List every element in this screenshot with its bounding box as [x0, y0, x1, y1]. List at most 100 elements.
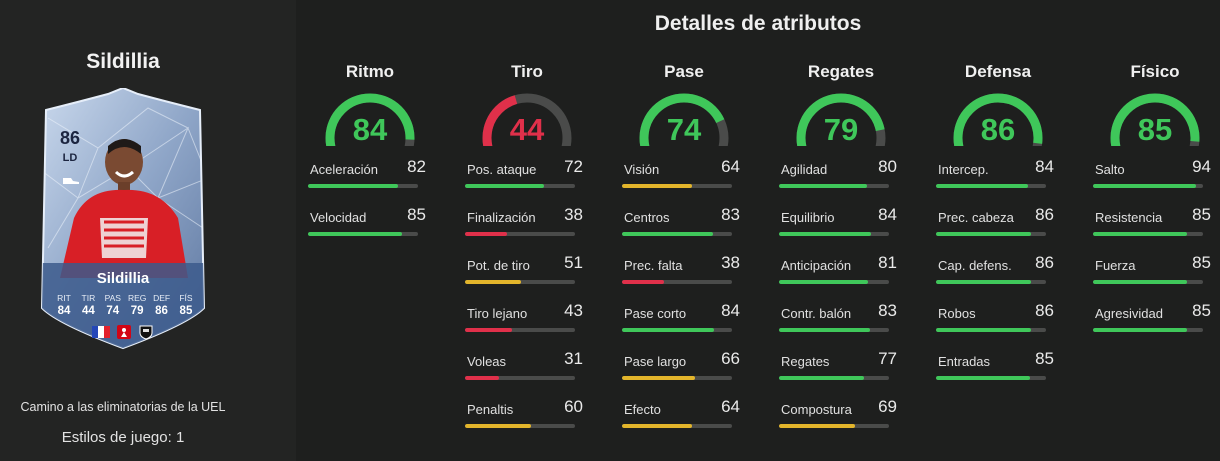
attribute-row: Fuerza 85	[1093, 252, 1217, 300]
attribute-row: Voleas 31	[465, 348, 589, 396]
attribute-row: Pase largo 66	[622, 348, 746, 396]
attribute-value: 38	[721, 253, 740, 272]
attribute-value: 86	[1035, 205, 1054, 224]
attribute-row: Entradas 85	[936, 348, 1060, 396]
attribute-value: 86	[1035, 253, 1054, 272]
attribute-name: Fuerza	[1095, 258, 1136, 273]
attribute-row: Efecto 64	[622, 396, 746, 444]
category-gauge: 79	[793, 90, 889, 147]
card-stat-label: PAS	[104, 293, 121, 303]
preferred-foot-icon	[63, 178, 79, 184]
card-badges	[92, 324, 154, 340]
card-stat-value: 85	[179, 305, 193, 317]
attribute-bar-fill	[936, 184, 1029, 188]
category-title: Tiro	[511, 62, 543, 81]
attribute-bar	[1093, 280, 1203, 284]
attribute-bar-fill	[622, 328, 715, 332]
attribute-list: Agilidad 80 Equilibrio 84 Anticipación 81 Cont…	[779, 156, 903, 444]
category-rating: 85	[1137, 112, 1173, 147]
attribute-row: Resistencia 85	[1093, 204, 1217, 252]
attribute-value: 31	[564, 349, 583, 368]
attribute-value: 43	[564, 301, 583, 320]
attribute-bar	[622, 424, 732, 428]
attribute-bar-fill	[1093, 184, 1197, 188]
card-stat-values: 84 44 74 79 86 85	[52, 305, 198, 317]
attribute-bar	[465, 280, 575, 284]
attribute-value: 64	[721, 397, 740, 416]
nation-flag-icon	[92, 326, 110, 338]
category-4: Defensa 86 Intercep. 84 Prec. cabeza 86 Cap. d…	[936, 62, 1060, 396]
attribute-name: Regates	[781, 354, 830, 369]
category-rating: 74	[666, 112, 702, 147]
attribute-value: 85	[1192, 301, 1211, 320]
attribute-name: Pase corto	[624, 306, 687, 321]
attribute-bar-fill	[779, 376, 864, 380]
attribute-value: 60	[564, 397, 583, 416]
league-logo-icon	[117, 325, 131, 339]
club-crest-icon	[139, 325, 153, 340]
attribute-value: 51	[564, 253, 583, 272]
attribute-bar	[622, 376, 732, 380]
attribute-bar	[465, 424, 575, 428]
playstyles-count[interactable]: Estilos de juego: 1	[61, 429, 185, 446]
attribute-value: 84	[721, 301, 740, 320]
attribute-bar-fill	[308, 184, 399, 188]
attribute-row: Intercep. 84	[936, 156, 1060, 204]
category-title: Ritmo	[345, 62, 395, 81]
attribute-bar	[1093, 184, 1203, 188]
attribute-bar	[308, 184, 418, 188]
attribute-name: Visión	[624, 162, 660, 177]
attribute-row: Agilidad 80	[779, 156, 903, 204]
attribute-bar	[779, 328, 889, 332]
attribute-row: Equilibrio 84	[779, 204, 903, 252]
attribute-row: Finalización 38	[465, 204, 589, 252]
attribute-name: Efecto	[624, 402, 661, 417]
card-position: LD	[62, 152, 78, 164]
attribute-bar-fill	[622, 184, 693, 188]
attribute-bar-fill	[779, 328, 871, 332]
attribute-name: Prec. cabeza	[938, 210, 1014, 225]
attribute-value: 81	[878, 253, 897, 272]
attribute-value: 69	[878, 397, 897, 416]
attribute-bar-fill	[936, 280, 1031, 284]
attribute-name: Voleas	[467, 354, 507, 369]
attribute-bar	[308, 232, 418, 236]
attribute-name: Centros	[624, 210, 670, 225]
attribute-value: 85	[1192, 253, 1211, 272]
player-name: Sildillia	[86, 50, 160, 73]
attribute-name: Prec. falta	[624, 258, 683, 273]
attribute-bar-fill	[465, 328, 513, 332]
attribute-value: 82	[407, 157, 426, 176]
category-gauge: 44	[479, 90, 575, 147]
attribute-row: Penaltis 60	[465, 396, 589, 444]
category-gauge: 86	[950, 90, 1046, 147]
category-rating: 84	[352, 112, 388, 147]
category-title: Regates	[807, 62, 875, 81]
attribute-bar	[779, 184, 889, 188]
attribute-bar	[936, 376, 1046, 380]
player-panel: Sildillia	[0, 0, 296, 461]
attribute-bar	[779, 424, 889, 428]
attribute-name: Compostura	[781, 402, 852, 417]
attribute-bar	[936, 280, 1046, 284]
category-rating: 86	[980, 112, 1016, 147]
attribute-value: 85	[1192, 205, 1211, 224]
attribute-name: Finalización	[467, 210, 536, 225]
attributes-title: Detalles de atributos	[654, 12, 862, 35]
attribute-bar	[1093, 328, 1203, 332]
attribute-row: Regates 77	[779, 348, 903, 396]
attribute-list: Intercep. 84 Prec. cabeza 86 Cap. defens. 86 R…	[936, 156, 1060, 396]
attribute-bar	[465, 328, 575, 332]
attribute-value: 66	[721, 349, 740, 368]
attribute-row: Anticipación 81	[779, 252, 903, 300]
attribute-bar-fill	[622, 232, 714, 236]
player-card[interactable]: 86 LD Sildillia RIT TIR PAS REG DEF FÍS …	[38, 88, 208, 350]
category-rating: 44	[509, 112, 545, 147]
attribute-row: Centros 83	[622, 204, 746, 252]
attribute-row: Robos 86	[936, 300, 1060, 348]
attribute-value: 80	[878, 157, 897, 176]
attribute-row: Salto 94	[1093, 156, 1217, 204]
attribute-bar-fill	[308, 232, 402, 236]
category-gauge: 84	[322, 90, 418, 147]
attribute-bar-fill	[622, 280, 664, 284]
